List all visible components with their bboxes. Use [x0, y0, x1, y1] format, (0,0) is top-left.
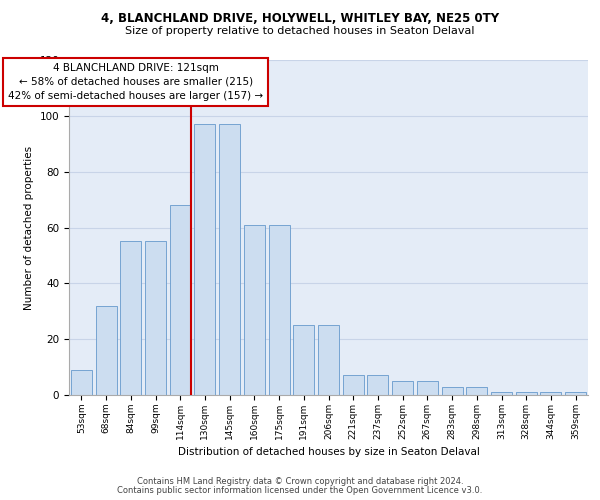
Text: 4, BLANCHLAND DRIVE, HOLYWELL, WHITLEY BAY, NE25 0TY: 4, BLANCHLAND DRIVE, HOLYWELL, WHITLEY B… [101, 12, 499, 24]
Y-axis label: Number of detached properties: Number of detached properties [24, 146, 34, 310]
Bar [516, 392, 537, 395]
Bar [269, 224, 290, 395]
Bar [417, 381, 438, 395]
Bar [343, 376, 364, 395]
Bar [466, 386, 487, 395]
Bar [318, 325, 339, 395]
Bar [95, 306, 116, 395]
Bar [219, 124, 240, 395]
Bar [244, 224, 265, 395]
Text: Contains HM Land Registry data © Crown copyright and database right 2024.: Contains HM Land Registry data © Crown c… [137, 477, 463, 486]
Bar [541, 392, 562, 395]
Text: 4 BLANCHLAND DRIVE: 121sqm
← 58% of detached houses are smaller (215)
42% of sem: 4 BLANCHLAND DRIVE: 121sqm ← 58% of deta… [8, 63, 263, 101]
Bar [170, 205, 191, 395]
Bar [491, 392, 512, 395]
Text: Contains public sector information licensed under the Open Government Licence v3: Contains public sector information licen… [118, 486, 482, 495]
Bar [194, 124, 215, 395]
Bar [145, 242, 166, 395]
Bar [71, 370, 92, 395]
Text: Size of property relative to detached houses in Seaton Delaval: Size of property relative to detached ho… [125, 26, 475, 36]
X-axis label: Distribution of detached houses by size in Seaton Delaval: Distribution of detached houses by size … [178, 448, 479, 458]
Bar [392, 381, 413, 395]
Bar [367, 376, 388, 395]
Bar [120, 242, 141, 395]
Bar [442, 386, 463, 395]
Bar [565, 392, 586, 395]
Bar [293, 325, 314, 395]
